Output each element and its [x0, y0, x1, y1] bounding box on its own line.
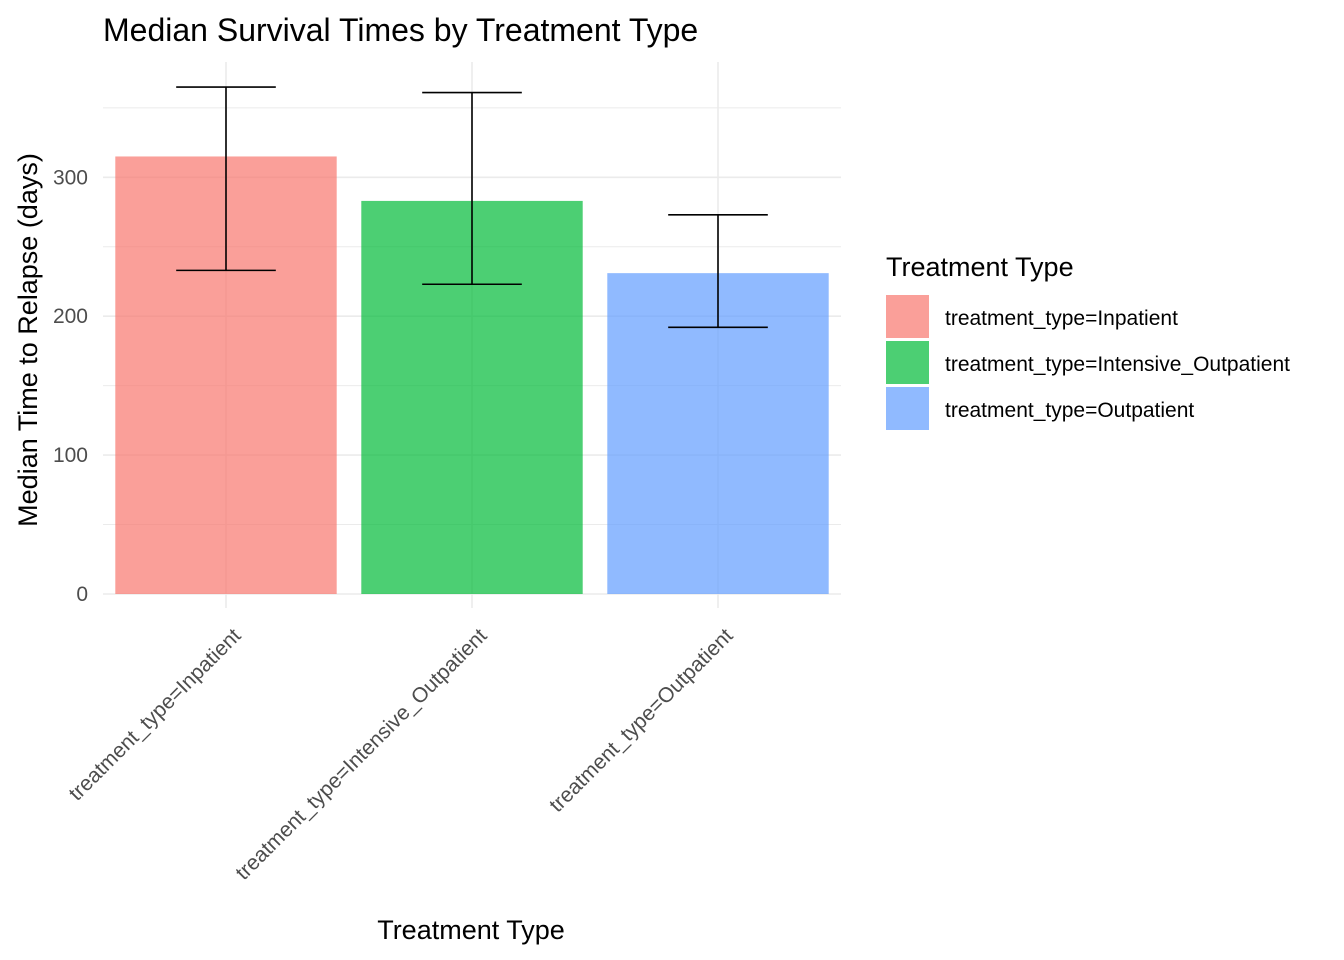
legend: Treatment Type treatment_type=Inpatientt… — [886, 252, 1290, 430]
x-tick-label: treatment_type=Outpatient — [545, 624, 738, 817]
y-tick-label: 200 — [53, 305, 88, 328]
error-bar — [176, 86, 276, 272]
chart-title: Median Survival Times by Treatment Type — [103, 12, 698, 48]
legend-key — [886, 341, 929, 384]
y-axis-title: Median Time to Relapse (days) — [13, 153, 43, 527]
legend-label: treatment_type=Inpatient — [945, 307, 1178, 330]
error-bar — [668, 214, 768, 329]
legend-key — [886, 295, 929, 338]
error-bar — [422, 91, 522, 286]
y-axis-ticks: 0 100 200 300 — [53, 166, 88, 606]
x-axis-title: Treatment Type — [377, 915, 565, 945]
legend-label: treatment_type=Intensive_Outpatient — [945, 353, 1290, 376]
x-tick-label: treatment_type=Intensive_Outpatient — [231, 624, 491, 884]
y-tick-label: 0 — [76, 583, 88, 606]
error-bars — [176, 86, 768, 329]
legend-label: treatment_type=Outpatient — [945, 399, 1194, 422]
x-tick-label: treatment_type=Inpatient — [65, 624, 246, 805]
y-tick-label: 300 — [53, 166, 88, 189]
legend-key — [886, 387, 929, 430]
y-tick-label: 100 — [53, 444, 88, 467]
legend-title: Treatment Type — [886, 252, 1074, 282]
x-axis-ticks: treatment_type=Inpatienttreatment_type=I… — [65, 624, 738, 884]
